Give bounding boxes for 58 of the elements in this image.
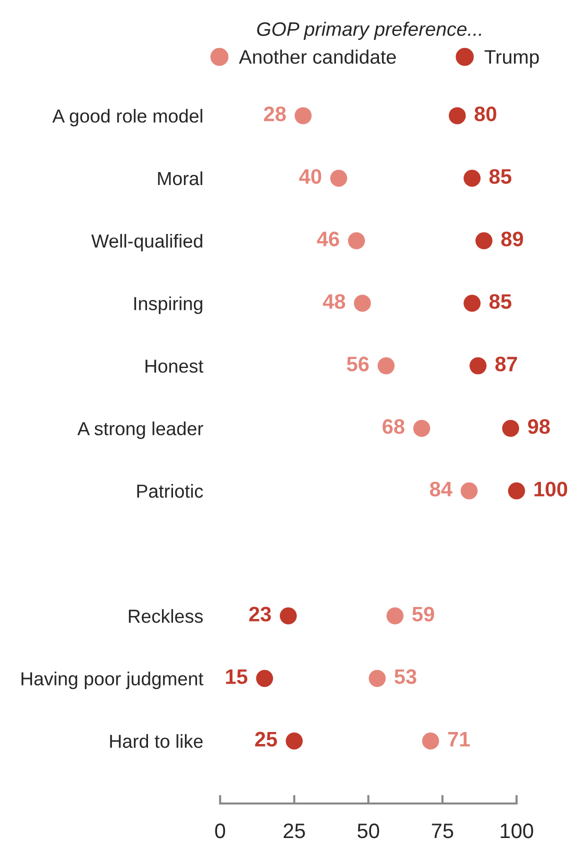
x-tick-label: 50 <box>358 823 380 838</box>
point <box>294 107 312 124</box>
y-tick-label: Well-qualified <box>91 234 202 252</box>
point <box>354 294 371 312</box>
point <box>348 232 365 250</box>
point <box>413 420 430 437</box>
y-tick-label: Having poor judgment <box>22 672 204 690</box>
data-label: 40 <box>299 169 322 184</box>
data-label: 46 <box>316 232 340 246</box>
data-label: 85 <box>489 169 512 184</box>
point <box>286 732 303 750</box>
x-tick-label: 75 <box>432 824 454 838</box>
x-tick-label: 0 <box>215 823 226 838</box>
data-label: 87 <box>495 356 517 372</box>
data-label: 89 <box>501 232 524 246</box>
point <box>280 607 297 624</box>
data-label: 23 <box>249 606 271 622</box>
point <box>448 107 466 124</box>
legend-label: Trump <box>484 50 539 68</box>
y-tick-label: Reckless <box>128 609 203 623</box>
data-label: 84 <box>430 482 452 496</box>
point <box>256 670 274 687</box>
point <box>464 294 481 312</box>
point <box>470 357 487 374</box>
data-label: 15 <box>226 669 248 684</box>
legend-label: Another candidate <box>238 50 396 64</box>
legend-title: GOP primary preference... <box>257 22 482 40</box>
x-tick-label: 100 <box>500 823 534 838</box>
data-label: 71 <box>448 732 470 746</box>
data-label: 56 <box>346 356 369 372</box>
data-label: 85 <box>489 294 512 309</box>
x-tick-label: 25 <box>284 823 305 838</box>
point <box>422 732 440 750</box>
y-tick-label: Inspiring <box>134 296 202 314</box>
data-label: 48 <box>322 294 346 309</box>
data-label: 59 <box>412 606 434 622</box>
data-label: 53 <box>394 669 416 684</box>
data-label: 100 <box>534 482 568 496</box>
point <box>460 482 478 500</box>
y-tick-label: Patriotic <box>137 484 203 498</box>
point <box>368 670 386 687</box>
y-tick-label: Moral <box>158 171 202 186</box>
point <box>508 482 526 500</box>
y-tick-label: Honest <box>146 360 204 373</box>
y-tick-label: A good role model <box>52 108 202 126</box>
data-label: 25 <box>255 732 277 747</box>
y-tick-label: A strong leader <box>77 422 204 440</box>
data-label: 98 <box>528 419 550 434</box>
point <box>386 607 404 624</box>
point <box>502 420 520 437</box>
y-tick-label: Hard to like <box>110 734 203 748</box>
data-label: 28 <box>264 106 286 122</box>
point <box>475 232 492 250</box>
point <box>330 170 348 187</box>
point <box>378 357 395 374</box>
data-label: 80 <box>474 106 496 122</box>
data-label: 68 <box>382 419 404 434</box>
point <box>464 170 481 187</box>
